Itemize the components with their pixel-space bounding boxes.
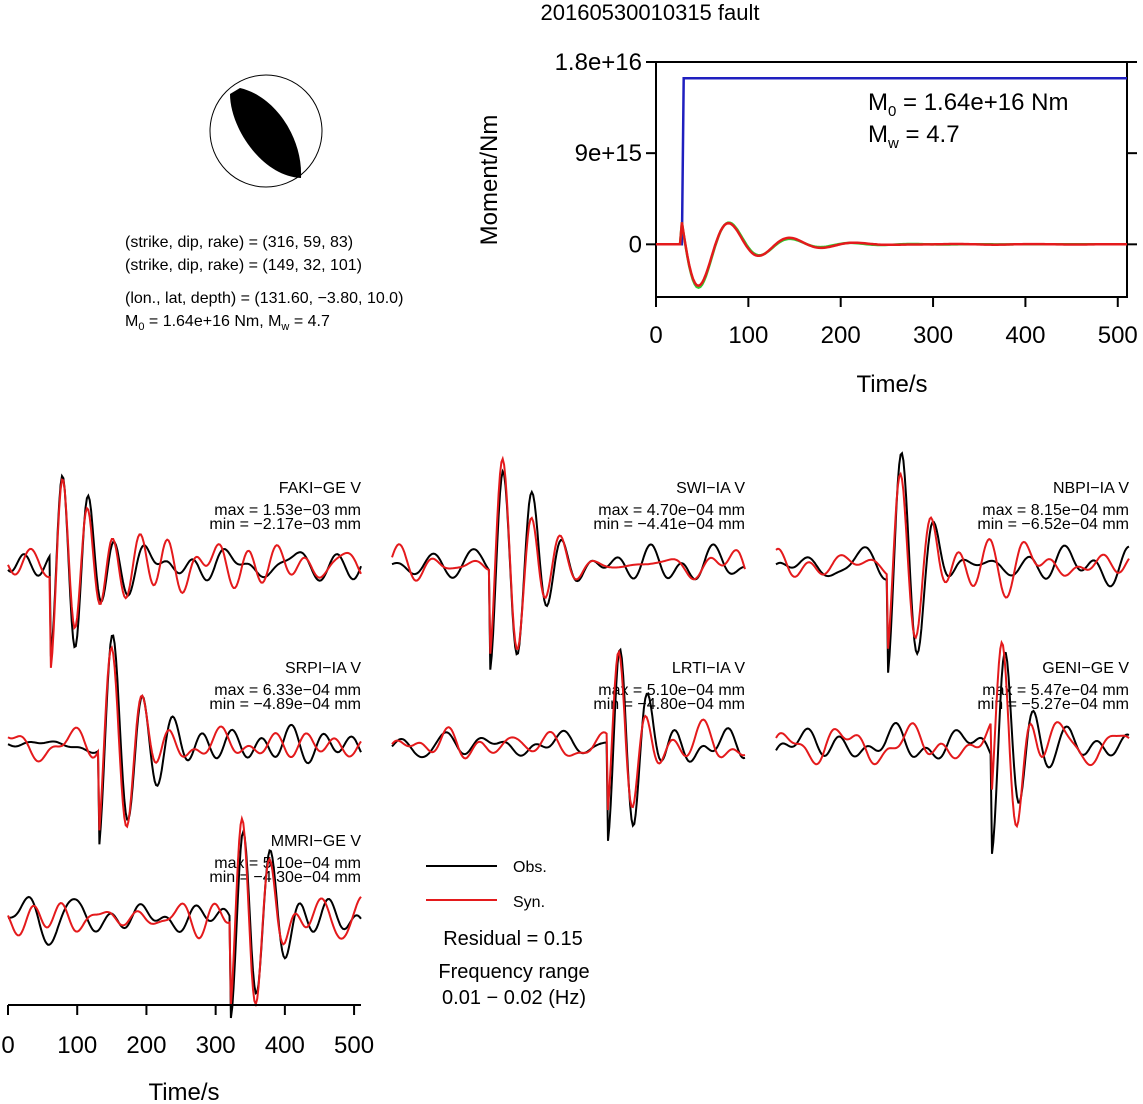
waveform-x-axis-label: Time/s [148,1079,219,1104]
residual-value: Residual = 0.15 [443,928,583,950]
synthetic-trace [7,645,362,831]
station-label: SRPI−IA V [285,660,361,677]
station-label: FAKI−GE V [279,480,362,497]
station-max: max = 5.10e−04 mm [598,682,745,699]
observed-trace [775,651,1130,854]
moment-x-tick-label: 300 [913,322,953,349]
moment-x-tick-label: 500 [1098,322,1138,349]
moment-y-axis: 0 9e+15 1.8e+16 [555,49,1137,258]
focal-mechanism-beachball [209,74,323,188]
station-label: MMRI−GE V [271,833,362,850]
station-max: max = 1.53e−03 mm [214,502,361,519]
event-location: (lon., lat, depth) = (131.60, −3.80, 10.… [125,290,403,307]
synthetic-trace [7,478,362,668]
observed-trace [391,647,746,841]
synthetic-trace [391,649,746,811]
moment-x-tick-label: 0 [649,322,662,349]
frequency-range-title: Frequency range [438,961,589,983]
station-min: min = −4.41e−04 mm [593,516,745,533]
waveform-x-tick-label: 100 [57,1032,97,1059]
moment-annotation-mw: Mw = 4.7 [868,121,960,152]
station-min: min = −5.27e−04 mm [977,696,1129,713]
legend-obs-label: Obs. [513,859,547,876]
waveform-x-tick-label: 0 [1,1032,14,1059]
station-min: min = −6.52e−04 mm [977,516,1129,533]
figure-title: 20160530010315 fault [541,0,760,25]
station-max: max = 8.15e−04 mm [982,502,1129,519]
moment-x-tick-label: 400 [1005,322,1045,349]
waveform-x-tick-label: 400 [265,1032,305,1059]
station-label: SWI−IA V [676,480,745,497]
moment-x-tick-label: 200 [821,322,861,349]
moment-y-tick-label: 9e+15 [575,140,642,167]
mechanism-info: (strike, dip, rake) = (316, 59, 83) (str… [125,234,403,333]
moment-annotation-m0: M0 = 1.64e+16 Nm [868,89,1068,120]
source-time-function-red [656,221,1127,288]
moment-panel: 0 9e+15 1.8e+16 0 100 200 300 400 500 Moment/Nm… [476,49,1138,398]
moment-x-tick-label: 100 [728,322,768,349]
moment-summary: M0 = 1.64e+16 Nm, Mw = 4.7 [125,313,330,333]
moment-y-axis-label: Moment/Nm [476,115,503,246]
frequency-range-value: 0.01 − 0.02 (Hz) [442,987,586,1009]
station-label: LRTI−IA V [672,660,745,677]
moment-y-tick-label: 0 [629,231,642,258]
legend-syn-label: Syn. [513,894,545,911]
waveform-x-tick-label: 300 [196,1032,236,1059]
station-min: min = −4.80e−04 mm [593,696,745,713]
moment-y-tick-label: 1.8e+16 [555,49,642,76]
moment-x-axis-label: Time/s [856,371,927,398]
station-min: min = −4.89e−04 mm [209,696,361,713]
observed-trace [775,451,1130,673]
synthetic-trace [775,471,1130,649]
station-max: max = 5.47e−04 mm [982,682,1129,699]
moment-series [656,76,1127,289]
observed-trace [7,828,362,1019]
station-label: NBPI−IA V [1053,480,1129,497]
source-time-function-green [656,221,1127,289]
station-max: max = 6.33e−04 mm [214,682,361,699]
station-label: GENI−GE V [1042,660,1129,677]
nodal-plane-2: (strike, dip, rake) = (149, 32, 101) [125,257,362,274]
nodal-plane-1: (strike, dip, rake) = (316, 59, 83) [125,234,353,251]
legend: Obs. Syn. Residual = 0.15 Frequency rang… [426,859,590,1009]
moment-plot-frame [655,61,1128,298]
waveform-x-axis: 0 100 200 300 400 500 Time/s [1,1004,374,1104]
station-max: max = 4.70e−04 mm [598,502,745,519]
moment-x-axis: 0 100 200 300 400 500 [649,297,1138,349]
synthetic-trace [391,455,746,654]
waveform-x-tick-label: 500 [334,1032,374,1059]
synthetic-trace [7,814,362,1008]
waveform-x-tick-label: 200 [126,1032,166,1059]
station-min: min = −4.30e−04 mm [209,869,361,886]
station-max: max = 5.10e−04 mm [214,855,361,872]
station-min: min = −2.17e−03 mm [209,516,361,533]
synthetic-trace [775,639,1130,829]
